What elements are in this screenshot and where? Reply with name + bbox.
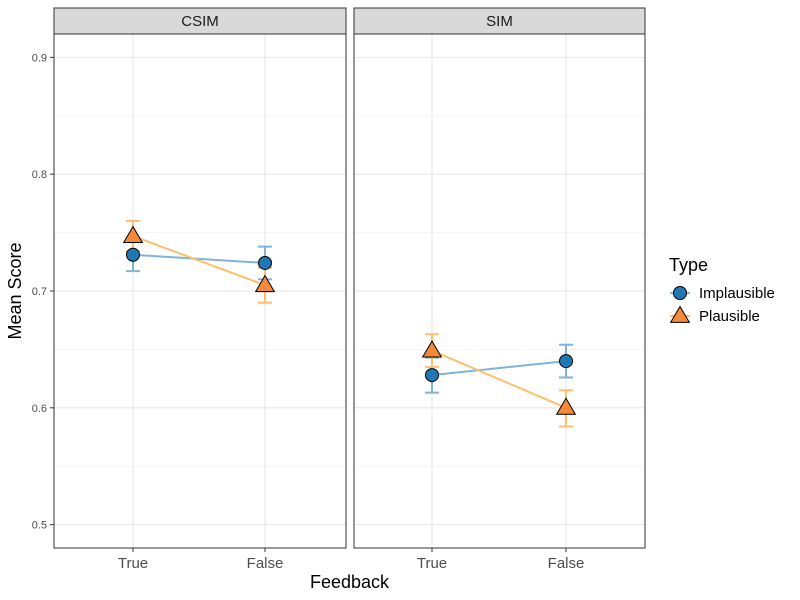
x-tick-label-csim-true: True (118, 555, 148, 572)
panel-csim-label: CSIM (181, 13, 219, 30)
y-tick-label: 0.9 (32, 52, 47, 64)
y-tick-label: 0.8 (32, 169, 47, 181)
legend-key-marker (672, 286, 688, 300)
panel-csim-strip (53, 7, 347, 35)
series-line-plausible-csim (132, 235, 266, 287)
point-plausible-csim-true (122, 225, 144, 244)
legend-label-plausible: Plausible (699, 308, 760, 325)
y-tick-label: 0.5 (32, 520, 47, 532)
panel-sim-label: SIM (486, 13, 513, 30)
legend-item-implausible: Implausible (670, 285, 775, 302)
point-implausible-sim-false (558, 354, 574, 369)
x-tick-label-sim-true: True (417, 555, 447, 572)
point-plausible-sim-false (555, 397, 577, 415)
y-tick-label: 0.7 (32, 286, 47, 298)
gridlines (54, 34, 645, 548)
point-implausible-sim-true (424, 368, 440, 383)
panel-sim-strip (353, 7, 646, 35)
series-line-implausible-sim (431, 360, 567, 377)
legend-item-plausible: Plausible (669, 305, 760, 325)
series-marks (122, 219, 577, 428)
y-axis-title: Mean Score (5, 242, 25, 339)
point-plausible-csim-false (254, 274, 276, 293)
y-axis: 0.5 0.6 0.7 0.8 0.9 (32, 52, 54, 532)
legend: Type Implausible Plausible (669, 255, 775, 325)
x-tick-label-csim-false: False (247, 555, 284, 572)
legend-label-implausible: Implausible (699, 285, 775, 302)
series-line-plausible-sim (431, 349, 567, 409)
x-axis-title: Feedback (310, 572, 390, 592)
point-plausible-sim-true (421, 340, 443, 358)
point-implausible-csim-true (125, 247, 141, 262)
y-tick-label: 0.6 (32, 403, 47, 415)
point-implausible-csim-false (257, 255, 273, 270)
legend-key-marker (669, 305, 691, 323)
legend-title: Type (669, 255, 708, 275)
series-line-implausible-csim (132, 253, 266, 264)
x-axis: True False True False (118, 548, 584, 572)
x-tick-label-sim-false: False (548, 555, 585, 572)
